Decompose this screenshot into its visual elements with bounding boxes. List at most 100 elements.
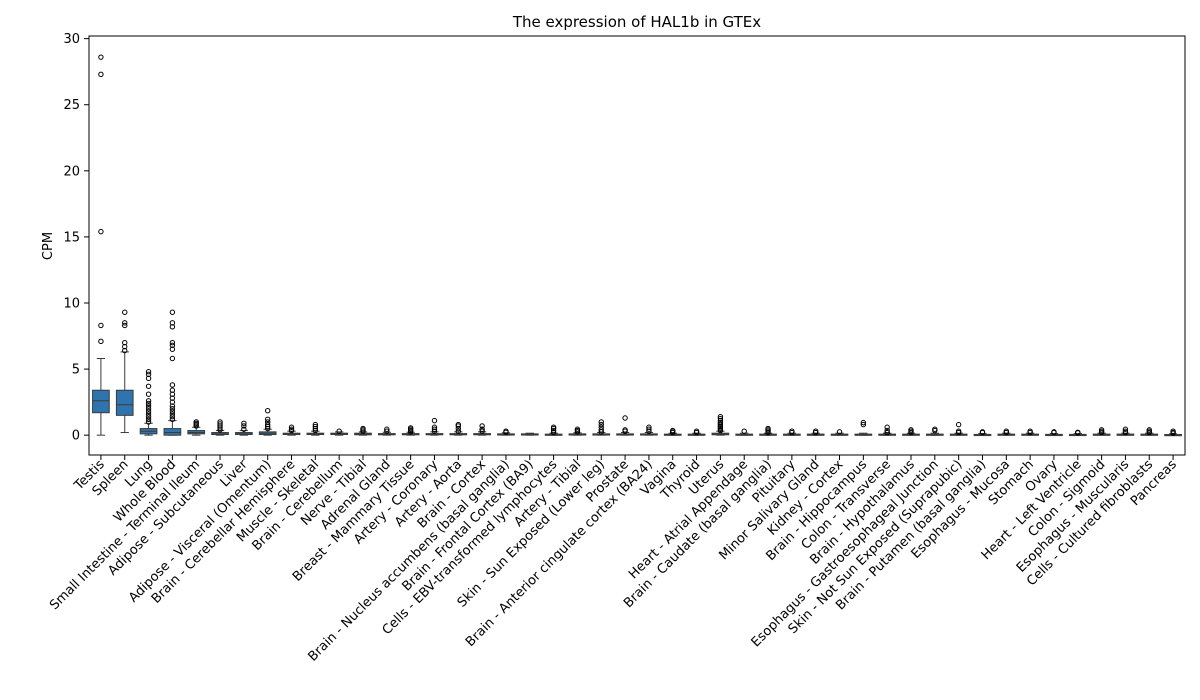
outlier-point	[288, 426, 295, 432]
outlier-point	[217, 421, 223, 427]
outlier-point	[431, 426, 438, 432]
outlier-point	[98, 71, 104, 78]
outlier-point	[884, 424, 890, 430]
outlier-point	[145, 369, 152, 375]
outlier-point	[955, 421, 962, 428]
box-group	[854, 419, 873, 436]
outlier-point	[670, 427, 676, 434]
box-group	[163, 309, 182, 436]
box-group	[330, 428, 349, 436]
box-iqr	[163, 428, 182, 436]
outlier-point	[598, 421, 604, 428]
outlier-point	[455, 421, 462, 428]
box-group	[616, 415, 634, 436]
outlier-point	[241, 420, 247, 426]
outlier-point	[1098, 427, 1105, 433]
box-group	[687, 428, 706, 436]
outlier-point	[145, 403, 152, 409]
y-tick-label: 5	[72, 363, 80, 378]
box-group	[258, 408, 277, 436]
outlier-point	[479, 423, 485, 429]
plot-area	[92, 54, 1182, 437]
outlier-point	[598, 419, 604, 425]
outlier-point	[169, 382, 176, 388]
outlier-point	[169, 320, 176, 326]
outlier-point	[431, 417, 438, 424]
outlier-point	[884, 429, 890, 436]
box-group	[592, 419, 611, 436]
box-group	[520, 432, 539, 436]
outlier-point	[717, 415, 724, 422]
outlier-point	[264, 419, 271, 425]
box-group	[211, 419, 229, 436]
box-group	[1164, 428, 1182, 437]
outlier-point	[622, 427, 628, 433]
outlier-point	[169, 406, 176, 412]
box-group	[902, 427, 920, 436]
outlier-point	[1003, 428, 1010, 434]
box-group	[1092, 427, 1111, 436]
outlier-point	[145, 419, 152, 425]
outlier-point	[145, 406, 152, 412]
outlier-point	[765, 425, 771, 432]
box-group	[735, 428, 754, 436]
outlier-point	[503, 428, 509, 434]
box-group	[377, 426, 396, 436]
plot-frame	[88, 35, 1186, 456]
outlier-point	[574, 426, 581, 432]
outlier-point	[98, 228, 104, 235]
box-iqr	[115, 389, 134, 416]
outlier-point	[312, 423, 319, 430]
outlier-point	[122, 309, 128, 315]
outlier-point	[622, 415, 628, 421]
y-tick-label: 25	[63, 98, 80, 113]
box-group	[544, 424, 563, 436]
outlier-point	[169, 413, 176, 420]
box-group	[115, 309, 134, 434]
box-iqr	[92, 389, 110, 414]
box-group	[1068, 429, 1087, 437]
box-group	[235, 420, 253, 436]
box-group	[497, 428, 515, 436]
outlier-point	[122, 322, 128, 329]
y-tick-label: 30	[63, 32, 80, 47]
box-group	[1116, 426, 1135, 436]
outlier-point	[598, 427, 604, 433]
outlier-point	[122, 339, 128, 346]
outlier-point	[98, 338, 104, 345]
outlier-point	[550, 424, 557, 430]
outlier-point	[407, 425, 414, 431]
outlier-point	[145, 398, 152, 404]
box-group	[925, 426, 944, 436]
outlier-point	[98, 322, 104, 329]
outlier-point	[145, 391, 152, 397]
outlier-point	[145, 400, 152, 407]
outlier-point	[98, 54, 104, 60]
box-group	[759, 425, 777, 436]
outlier-point	[693, 428, 700, 434]
outlier-point	[122, 320, 128, 326]
outlier-point	[789, 428, 795, 434]
box-group	[282, 424, 301, 436]
box-group	[354, 425, 372, 436]
box-group	[473, 423, 491, 436]
outlier-point	[169, 411, 176, 417]
box-group	[640, 424, 658, 436]
outlier-point	[169, 339, 176, 346]
outlier-point	[455, 428, 462, 434]
outlier-point	[598, 424, 604, 430]
outlier-point	[360, 425, 366, 432]
outlier-point	[1170, 428, 1176, 434]
outlier-point	[336, 428, 342, 434]
y-tick-label: 0	[72, 429, 80, 444]
outlier-point	[241, 423, 247, 429]
outlier-point	[812, 428, 819, 434]
box-group	[139, 369, 158, 436]
outlier-point	[384, 428, 390, 434]
box-group	[806, 428, 825, 436]
y-tick-label: 20	[63, 164, 80, 179]
outlier-point	[169, 387, 176, 393]
outlier-point	[169, 355, 176, 362]
box-group	[1021, 428, 1039, 436]
